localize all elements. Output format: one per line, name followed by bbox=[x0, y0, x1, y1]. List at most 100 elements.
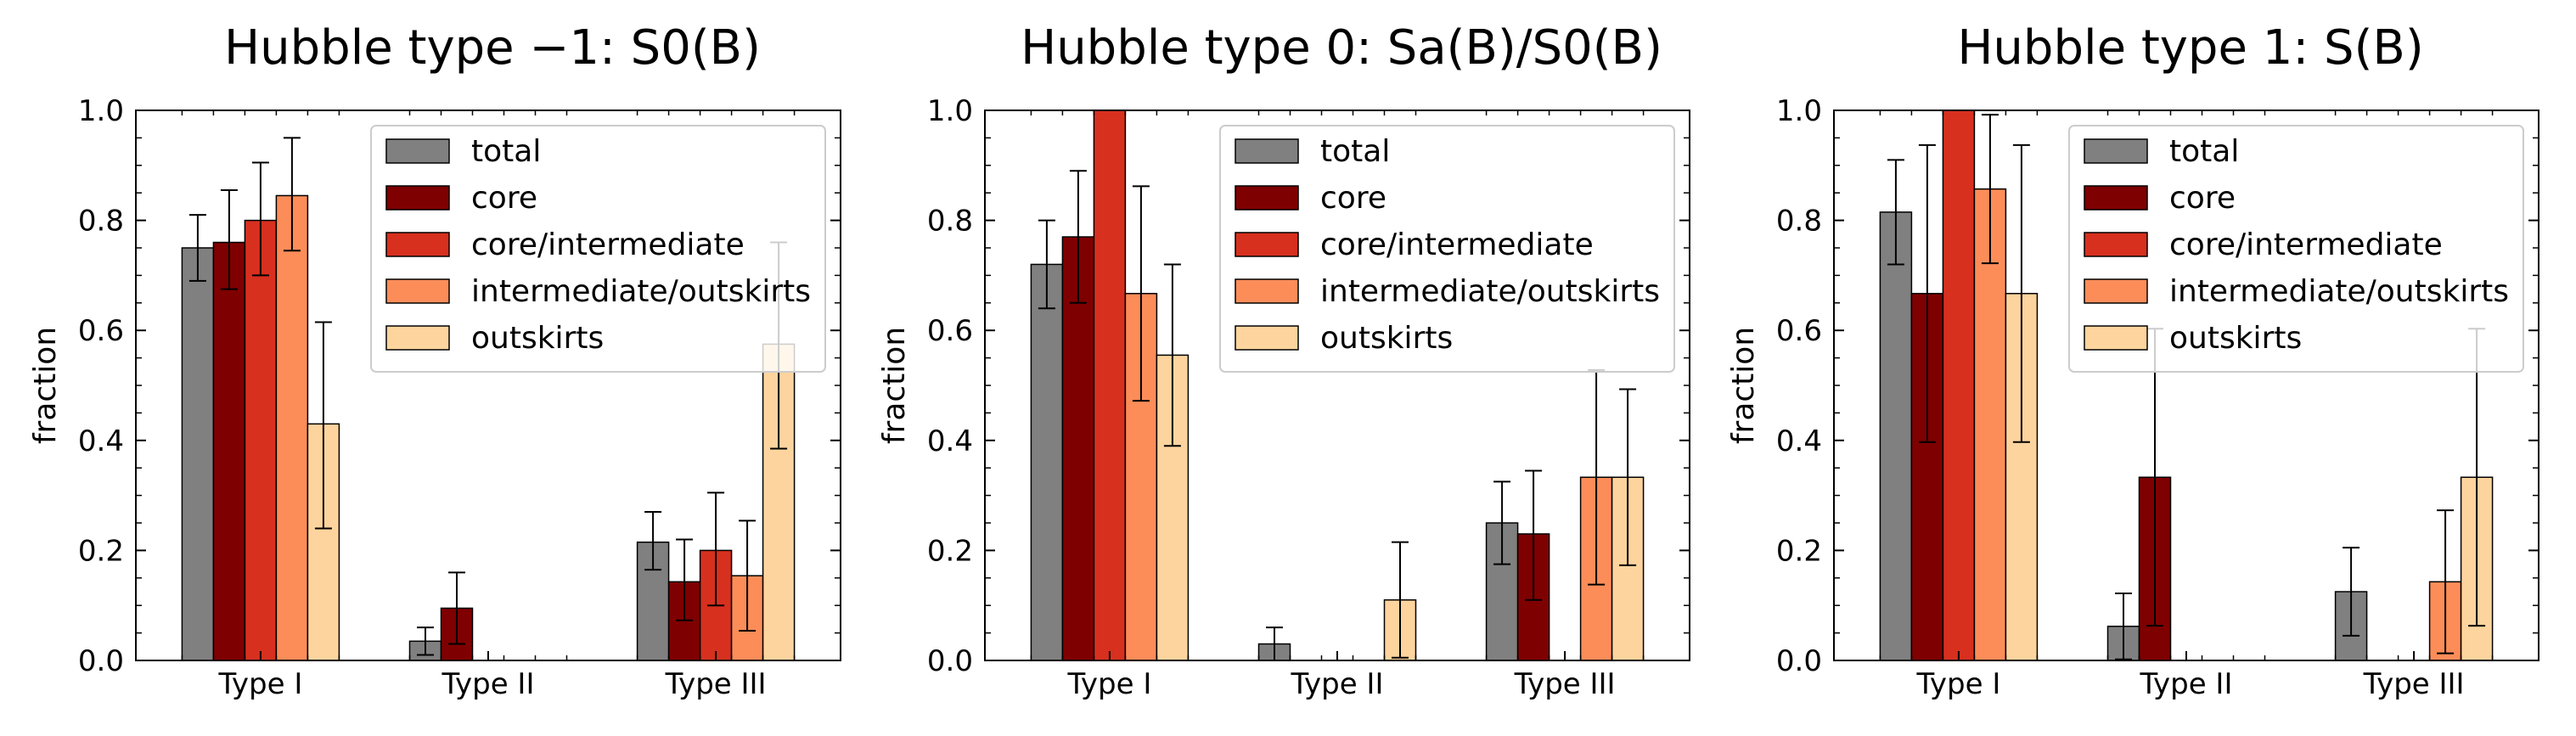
error-bar bbox=[676, 538, 694, 621]
legend-swatch bbox=[385, 278, 450, 304]
x-tick-label: Type II bbox=[1291, 667, 1384, 701]
legend-swatch bbox=[385, 325, 450, 351]
legend-item-intermediate-outskirts: intermediate/outskirts bbox=[385, 274, 811, 309]
legend-item-total: total bbox=[1235, 134, 1390, 169]
legend-item-outskirts: outskirts bbox=[2084, 321, 2302, 356]
axes-frame bbox=[135, 110, 841, 661]
error-bar bbox=[283, 137, 301, 252]
chart-title: Hubble type −1: S0(B) bbox=[224, 20, 761, 76]
legend-swatch bbox=[2084, 325, 2148, 351]
legend-label: outskirts bbox=[1320, 321, 1453, 356]
y-axis-label: fraction bbox=[877, 327, 912, 444]
error-bars bbox=[1887, 114, 2486, 660]
legend-item-core-intermediate: core/intermediate bbox=[385, 228, 745, 262]
legend-label: intermediate/outskirts bbox=[1320, 274, 1660, 309]
legend-swatch bbox=[2084, 138, 2148, 164]
legend-label: core/intermediate bbox=[1320, 228, 1594, 262]
y-tick-label: 0.4 bbox=[78, 424, 124, 458]
legend-label: outskirts bbox=[2169, 321, 2302, 356]
legend-item-core: core bbox=[2084, 181, 2236, 216]
bar-core-intermediate-type-i bbox=[244, 219, 278, 660]
y-tick-label: 0.6 bbox=[78, 314, 124, 348]
y-tick-label: 0.6 bbox=[1776, 314, 1822, 348]
bar-total-type-i bbox=[1030, 263, 1064, 660]
legend-label: total bbox=[471, 134, 541, 169]
axes-frame bbox=[1833, 110, 2539, 661]
bar-core-intermediate-type-i bbox=[1942, 110, 1976, 660]
x-tick-label: Type II bbox=[442, 667, 535, 701]
bar-core-type-i bbox=[212, 241, 246, 660]
legend-item-total: total bbox=[2084, 134, 2239, 169]
legend-label: total bbox=[1320, 134, 1390, 169]
error-bar bbox=[448, 571, 465, 645]
legend-label: core/intermediate bbox=[471, 228, 745, 262]
legend-label: core bbox=[1320, 181, 1386, 216]
legend-label: core bbox=[471, 181, 537, 216]
error-bar bbox=[739, 520, 756, 632]
y-tick-label: 0.4 bbox=[927, 424, 973, 458]
error-bar bbox=[314, 321, 332, 530]
legend-label: core/intermediate bbox=[2169, 228, 2443, 262]
error-bar bbox=[2012, 143, 2030, 443]
y-tick-label: 1.0 bbox=[927, 94, 973, 128]
bar-intermediate-outskirts-type-i bbox=[1973, 188, 2007, 660]
error-bar bbox=[2343, 547, 2360, 637]
error-bar bbox=[1619, 388, 1637, 566]
legend-swatch bbox=[1235, 278, 1299, 304]
legend-box bbox=[370, 125, 826, 373]
bar-intermediate-outskirts-type-i bbox=[275, 194, 309, 660]
y-tick-label: 0.8 bbox=[78, 205, 124, 239]
x-tick-label: Type I bbox=[1915, 667, 2000, 701]
y-tick-label: 0.8 bbox=[1776, 205, 1822, 239]
legend-item-outskirts: outskirts bbox=[1235, 321, 1453, 356]
error-bars bbox=[1038, 170, 1637, 661]
legend-swatch bbox=[1235, 185, 1299, 211]
bars bbox=[1030, 110, 1645, 660]
error-bar bbox=[2115, 592, 2132, 660]
error-bar bbox=[1132, 185, 1150, 402]
error-bar bbox=[1887, 159, 1904, 266]
y-tick-label: 0.2 bbox=[1776, 534, 1822, 568]
legend: total core core/intermediate intermediate/o… bbox=[2068, 125, 2524, 373]
legend-label: core bbox=[2169, 181, 2236, 216]
legend-item-intermediate-outskirts: intermediate/outskirts bbox=[1235, 274, 1660, 309]
x-tick-label: Type III bbox=[1514, 667, 1616, 701]
x-tick-label: Type I bbox=[217, 667, 302, 701]
x-tick-label: Type I bbox=[1066, 667, 1151, 701]
y-tick-label: 1.0 bbox=[78, 94, 124, 128]
bar-total-type-i bbox=[1879, 211, 1913, 660]
error-bar bbox=[1069, 170, 1087, 304]
legend-swatch bbox=[1235, 232, 1299, 257]
axes-frame bbox=[984, 110, 1690, 661]
y-tick-label: 0.0 bbox=[927, 644, 973, 678]
chart-panel-1: Hubble type −1: S0(B) fraction Type I Type … bbox=[28, 20, 841, 701]
error-bar bbox=[220, 188, 238, 290]
legend-item-core: core bbox=[1235, 181, 1386, 216]
legend-item-core-intermediate: core/intermediate bbox=[2084, 228, 2443, 262]
y-tick-label: 0.0 bbox=[78, 644, 124, 678]
legend-item-outskirts: outskirts bbox=[385, 321, 604, 356]
y-tick-label: 0.2 bbox=[927, 534, 973, 568]
error-bars bbox=[188, 137, 788, 656]
bar-total-type-i bbox=[181, 247, 215, 660]
legend-item-core: core bbox=[385, 181, 537, 216]
x-tick-label: Type III bbox=[2363, 667, 2465, 701]
legend: total core core/intermediate intermediate/o… bbox=[1219, 125, 1675, 373]
error-bar bbox=[1525, 469, 1543, 601]
error-bar bbox=[188, 214, 206, 282]
y-tick-label: 0.0 bbox=[1776, 644, 1822, 678]
legend-swatch bbox=[2084, 278, 2148, 304]
legend-item-total: total bbox=[385, 134, 541, 169]
legend-swatch bbox=[385, 185, 450, 211]
y-tick-label: 0.2 bbox=[78, 534, 124, 568]
legend: total core core/intermediate intermediate/o… bbox=[370, 125, 826, 373]
chart-panel-3: Hubble type 1: S(B) fraction Type I Type II… bbox=[1726, 20, 2539, 701]
legend-swatch bbox=[385, 138, 450, 164]
y-axis-label: fraction bbox=[28, 327, 63, 444]
error-bar bbox=[1493, 480, 1511, 565]
error-bar bbox=[644, 511, 662, 571]
error-bar bbox=[707, 492, 725, 607]
legend-swatch bbox=[385, 232, 450, 257]
legend-swatch bbox=[1235, 325, 1299, 351]
